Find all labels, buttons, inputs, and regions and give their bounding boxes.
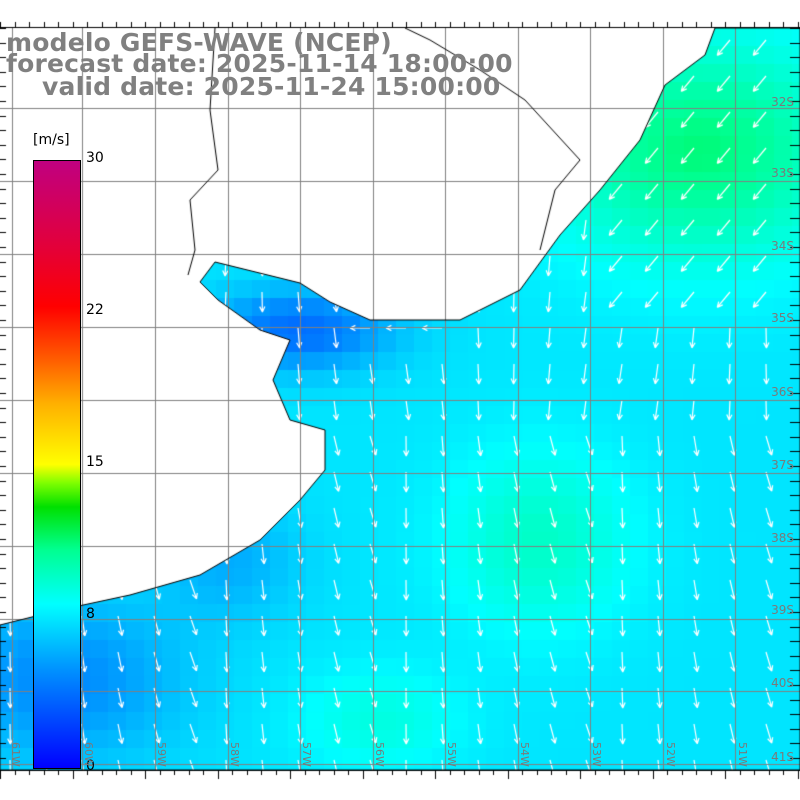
latitude-label: 35S bbox=[771, 311, 794, 325]
longitude-label: 61W bbox=[9, 742, 22, 767]
longitude-label: 51W bbox=[736, 742, 749, 767]
colorbar-tick: 15 bbox=[86, 454, 104, 470]
longitude-label: 57W bbox=[300, 742, 313, 767]
model-title: modelo GEFS-WAVE (NCEP) bbox=[6, 28, 392, 57]
colorbar-unit: [m/s] bbox=[33, 132, 70, 148]
longitude-label: 56W bbox=[373, 742, 386, 767]
latitude-label: 39S bbox=[771, 603, 794, 617]
latitude-label: 38S bbox=[771, 531, 794, 545]
colorbar-tick: 8 bbox=[86, 606, 95, 622]
valid-date: valid date: 2025-11-24 15:00:00 bbox=[42, 72, 501, 101]
longitude-label: 52W bbox=[664, 742, 677, 767]
longitude-label: 60W bbox=[82, 742, 95, 767]
latitude-label: 33S bbox=[771, 166, 794, 180]
longitude-label: 55W bbox=[445, 742, 458, 767]
longitude-label: 53W bbox=[590, 742, 603, 767]
latitude-label: 32S bbox=[771, 95, 794, 109]
latitude-label: 37S bbox=[771, 458, 794, 472]
longitude-label: 54W bbox=[518, 742, 531, 767]
colorbar-tick: 22 bbox=[86, 302, 104, 318]
longitude-label: 58W bbox=[228, 742, 241, 767]
longitude-label: 59W bbox=[155, 742, 168, 767]
colorbar-tick: 0 bbox=[86, 758, 95, 774]
colorbar bbox=[33, 160, 81, 769]
latitude-label: 36S bbox=[771, 385, 794, 399]
colorbar-tick: 30 bbox=[86, 150, 104, 166]
latitude-label: 41S bbox=[771, 750, 794, 764]
latitude-label: 40S bbox=[771, 676, 794, 690]
forecast-date: forecast date: 2025-11-14 18:00:00 bbox=[6, 49, 513, 78]
latitude-label: 34S bbox=[771, 239, 794, 253]
